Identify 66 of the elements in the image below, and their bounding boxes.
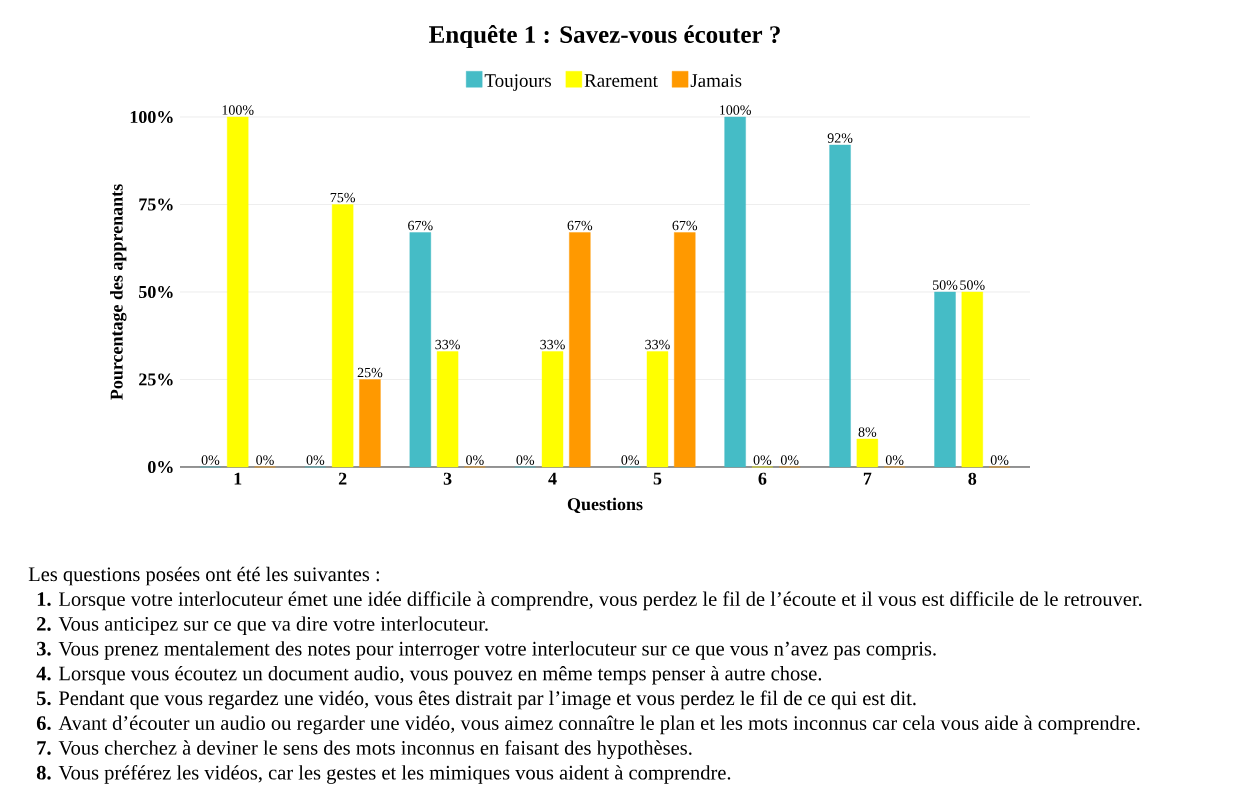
data-label: 25% (357, 367, 383, 378)
y-tick-label: 50% (139, 285, 173, 299)
data-label: 0% (990, 455, 1009, 465)
data-label: 50% (960, 280, 985, 290)
x-tick-label: 7 (863, 472, 872, 485)
text: 4. Lorsque vous écoutez un document audio, vous pouvez en même temps penser à autre chose. (36, 665, 822, 685)
bar (856, 438, 879, 468)
bar (674, 232, 696, 468)
data-label: 0% (306, 455, 325, 465)
x-tick-label: 3 (443, 472, 452, 485)
bar (409, 232, 431, 468)
text: 8. Vous préférez les vidéos, car les gestes et les mimiques vous aident à comprendre. (36, 764, 731, 784)
bar (934, 291, 956, 468)
data-label: 0% (516, 455, 535, 465)
text: 7. Vous cherchez à deviner le sens des mots inconnus en faisant des hypothèses. (37, 740, 692, 760)
text: 1. Lorsque votre interlocuteur émet une idée difficile à comprendre, vous perdez le fil de l’écoute et il vous est difficile de le retrouver. (37, 591, 1142, 611)
data-label: 0% (621, 455, 640, 465)
data-label: 92% (827, 133, 853, 143)
y-tick-label: 75% (139, 198, 173, 211)
bar (436, 351, 459, 468)
data-label: 75% (330, 192, 356, 203)
data-label: 33% (540, 339, 565, 350)
text: Les questions posées ont été les suivantes : (28, 566, 379, 586)
text: 3. Vous prenez mentalement des notes pour interroger votre interlocuteur sur ce que vous n’avez pas compris. (36, 641, 936, 660)
bar (331, 204, 354, 468)
data-label: 50% (932, 280, 958, 290)
data-label: 0% (201, 455, 220, 465)
x-tick-label: 4 (548, 472, 557, 485)
data-label: 33% (645, 339, 670, 350)
x-tick-label: 2 (338, 472, 347, 485)
bar (569, 232, 591, 468)
data-label: 0% (780, 455, 799, 465)
y-tick-label: 25% (139, 373, 173, 386)
x-tick-label: 8 (968, 472, 977, 485)
data-label: 0% (885, 455, 904, 465)
x-tick-label: 6 (758, 472, 767, 485)
data-label: 67% (567, 220, 593, 231)
x-tick-label: 1 (234, 472, 242, 485)
data-label: 100% (720, 105, 751, 115)
bar (227, 116, 249, 468)
data-label: 33% (435, 339, 460, 350)
bar (359, 379, 381, 468)
data-label: 100% (222, 105, 254, 115)
y-tick-label: 0% (148, 460, 173, 474)
bar (646, 351, 669, 468)
bar (961, 291, 983, 468)
chart-title: Enquête 1 : Savez-vous écouter ? (429, 25, 780, 48)
data-label: 0% (466, 455, 484, 465)
bar (829, 144, 851, 468)
text: 5. Pendant que vous regardez une vidéo, vous êtes distrait par l’image et vous perdez le fil de ce qui est dit. (37, 690, 916, 710)
y-axis-title: Pourcentage des apprenants (110, 184, 127, 400)
data-label: 8% (858, 427, 877, 437)
data-label: 67% (408, 220, 433, 231)
text: 6. Avant d’écouter un audio ou regarder une vidéo, vous aimez connaître le plan et les mots inconnus car cela vous aide à comprendre. (36, 715, 1140, 735)
legend-label: Jamais (690, 74, 742, 87)
x-axis-title: Questions (567, 497, 643, 514)
y-tick-label: 100% (130, 110, 173, 124)
data-label: 67% (672, 220, 698, 231)
text: 2. Vous anticipez sur ce que va dire votre interlocuteur. (37, 616, 488, 635)
legend-label: Toujours (484, 74, 552, 91)
x-tick-label: 5 (653, 472, 662, 485)
data-label: 0% (256, 455, 274, 465)
data-label: 0% (753, 455, 772, 465)
bar (541, 351, 564, 468)
bar (724, 116, 746, 468)
legend-label: Rarement (584, 74, 658, 87)
